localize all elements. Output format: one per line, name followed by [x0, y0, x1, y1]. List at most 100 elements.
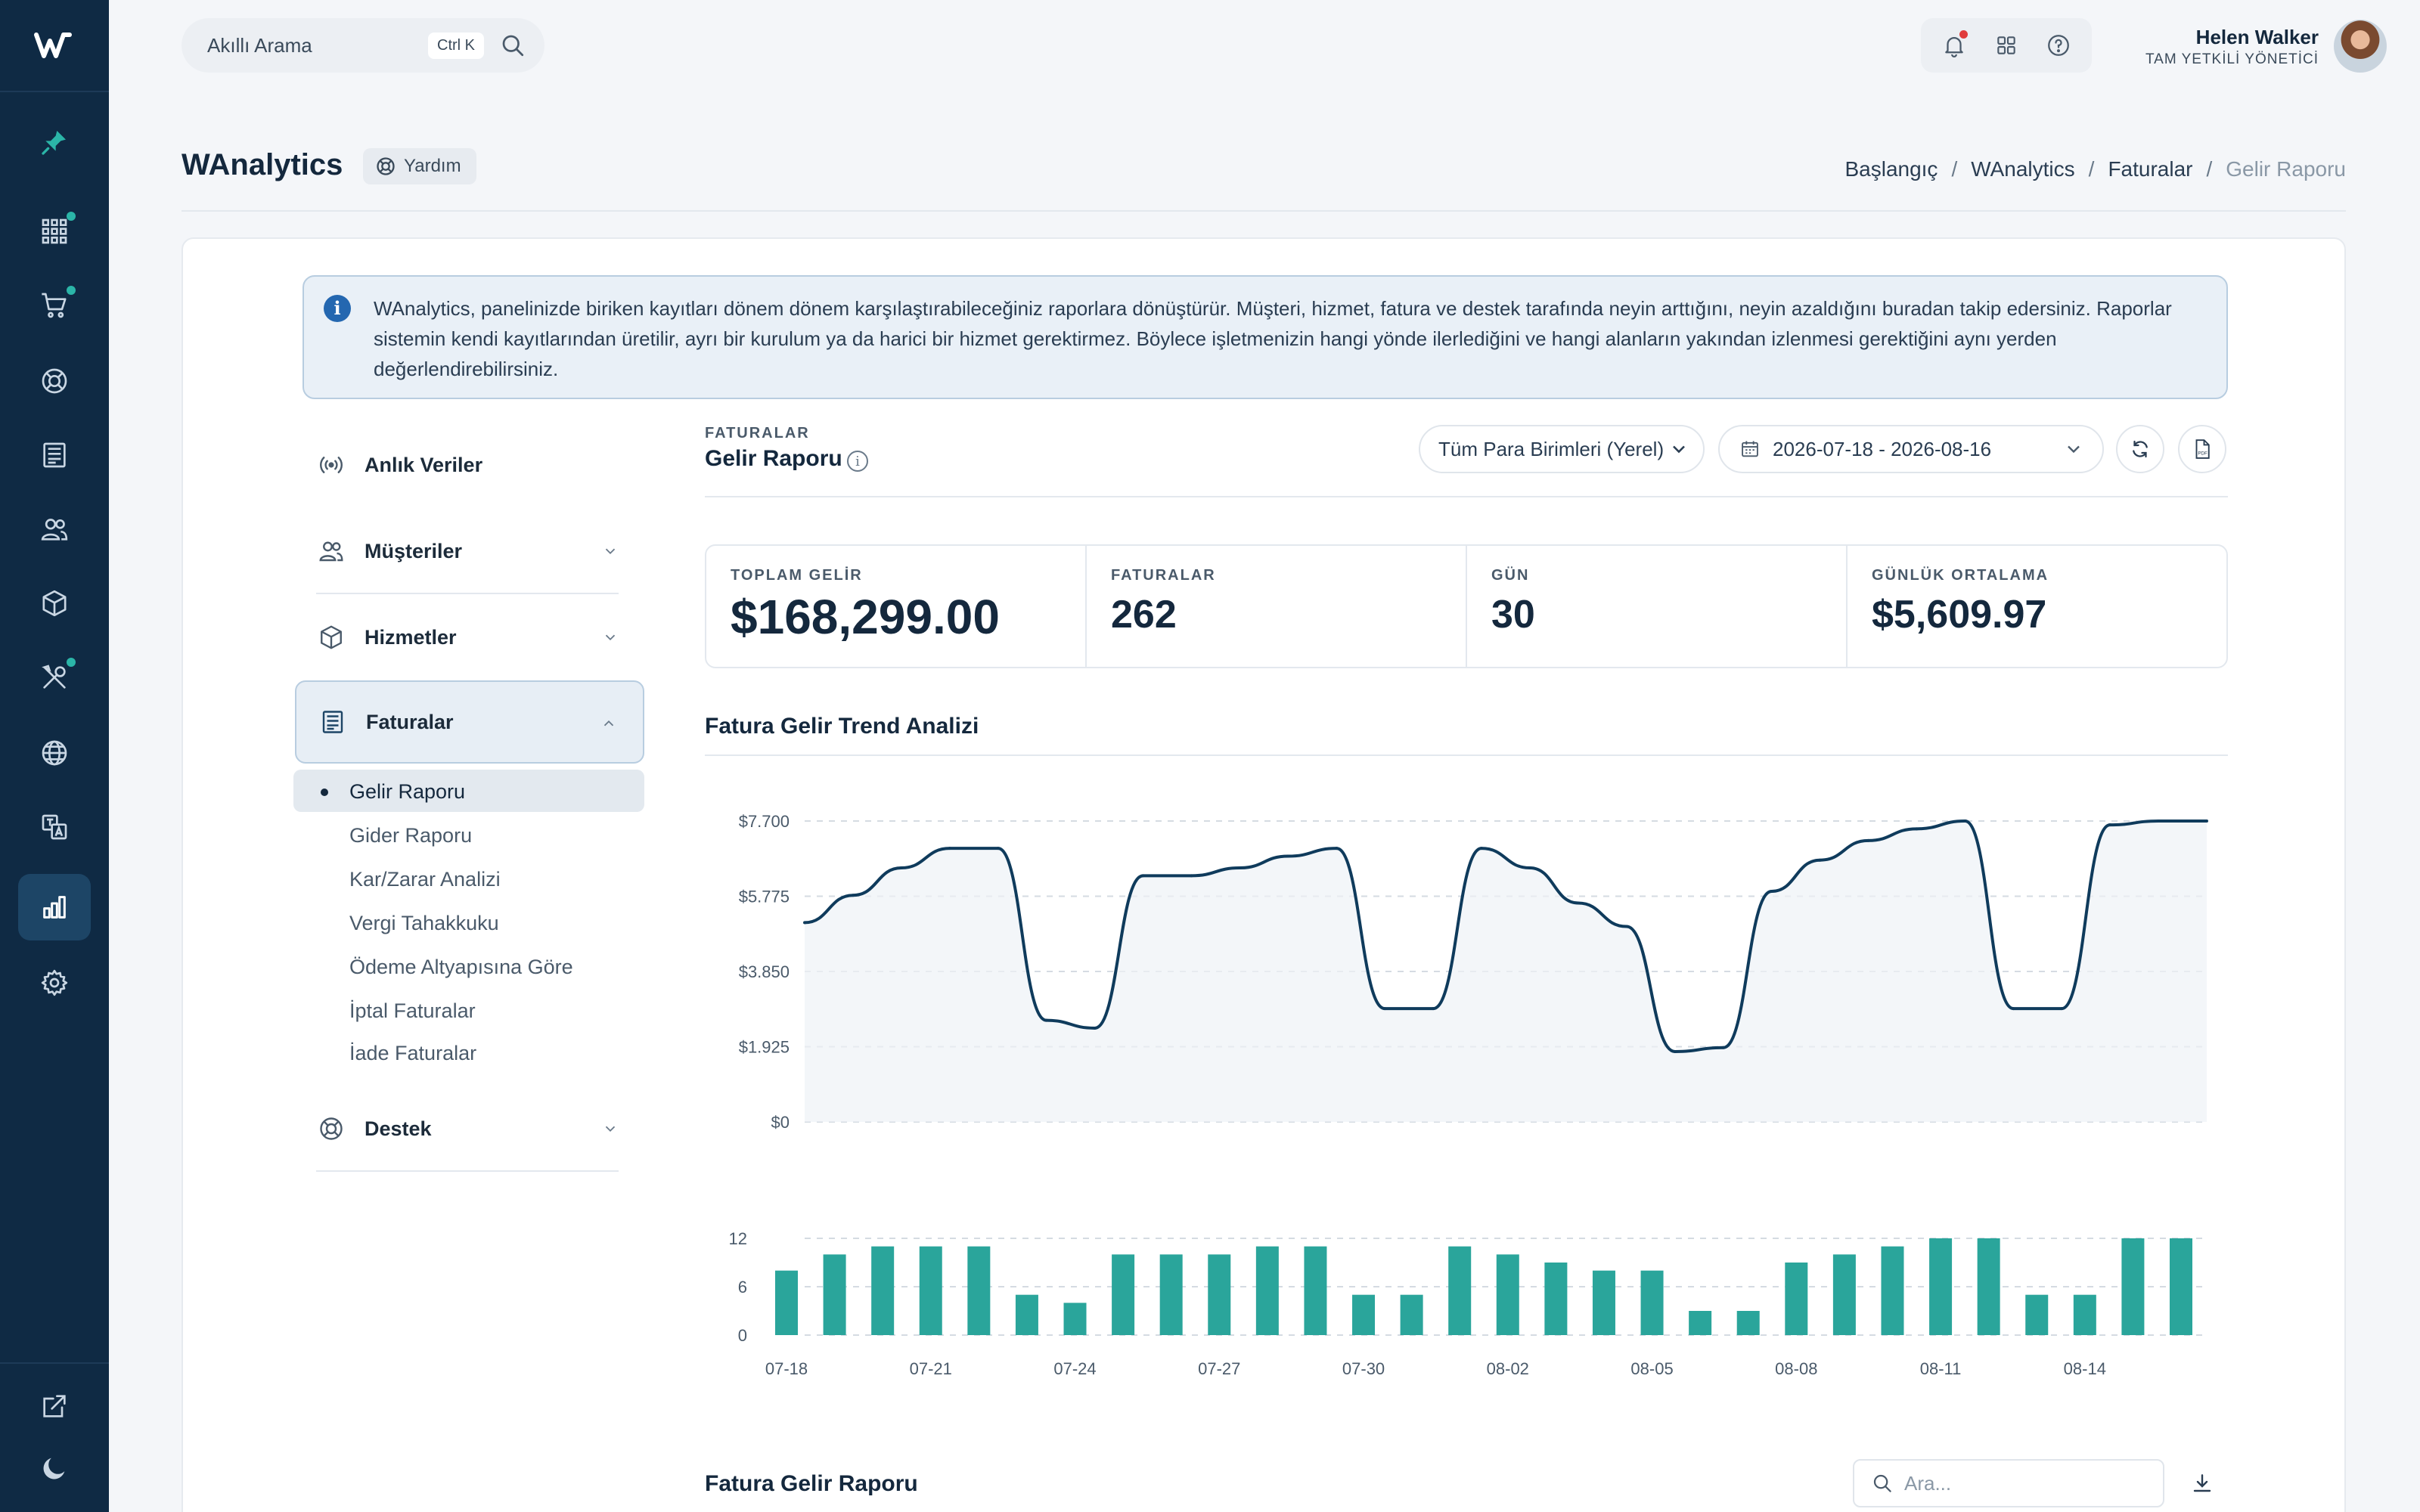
rail-tools-button[interactable] — [18, 644, 91, 711]
subnav-services[interactable]: Hizmetler — [295, 596, 644, 679]
info-banner: i WAnalytics, panelinizde biriken kayıtl… — [302, 275, 2228, 399]
broadcast-icon — [320, 457, 343, 473]
sub-item-refunded[interactable]: İade Faturalar — [349, 1042, 477, 1064]
x-tick-label: 08-05 — [1630, 1359, 1673, 1378]
rail-support-button[interactable] — [18, 348, 91, 414]
subnav-support[interactable]: Destek — [295, 1087, 644, 1170]
breadcrumb-separator: / — [2206, 157, 2213, 181]
bar-y-tick-label: 12 — [729, 1229, 747, 1248]
refresh-button[interactable] — [2116, 425, 2164, 473]
page-title: WAnalytics — [182, 148, 343, 181]
bar-y-tick-label: 0 — [738, 1326, 747, 1345]
sub-item-revenue-report[interactable]: Gelir Raporu — [349, 780, 466, 803]
users-icon — [41, 519, 68, 541]
app-logo[interactable] — [0, 0, 109, 92]
rail-grid-button[interactable] — [18, 198, 91, 265]
avatar[interactable] — [2334, 20, 2387, 73]
chevron-down-icon — [605, 634, 616, 641]
invoice-bar — [1977, 1238, 2000, 1335]
invoice-bar — [919, 1246, 942, 1335]
revenue-point — [2108, 823, 2112, 827]
x-tick-label: 08-14 — [2064, 1359, 2106, 1378]
revenue-point — [1044, 1018, 1048, 1022]
stat-label: TOPLAM GELİR — [731, 567, 863, 584]
revenue-point — [1286, 854, 1290, 858]
notifications-button[interactable] — [1939, 30, 1969, 60]
invoice-bar — [1881, 1246, 1904, 1335]
invoice-bar — [1689, 1311, 1712, 1335]
rail-settings-button[interactable] — [18, 950, 91, 1016]
chevron-down-icon — [605, 548, 616, 555]
x-tick-label: 07-27 — [1198, 1359, 1240, 1378]
subnav-invoices[interactable]: Faturalar — [295, 680, 644, 764]
date-range-value: 2026-07-18 - 2026-08-16 — [1773, 437, 1992, 460]
report-title: Gelir Raporu — [705, 446, 842, 471]
chevron-down-icon — [2068, 445, 2080, 454]
stat-label: GÜN — [1491, 567, 1530, 584]
pdf-label: PDF — [2198, 451, 2207, 457]
subnav-support-label: Destek — [365, 1117, 432, 1140]
rail-translate-button[interactable] — [18, 794, 91, 860]
invoice-bar — [1208, 1254, 1231, 1335]
chevron-up-icon — [603, 720, 614, 727]
rail-analytics-button[interactable] — [18, 874, 91, 940]
revenue-point — [2060, 1007, 2064, 1011]
stat-value: $168,299.00 — [731, 590, 1000, 644]
rail-invoices-button[interactable] — [18, 422, 91, 488]
invoice-bar — [1496, 1254, 1519, 1335]
help-chip-button[interactable]: Yardım — [363, 148, 476, 184]
lifebuoy-icon — [377, 157, 395, 175]
y-tick-label: $0 — [771, 1113, 790, 1132]
info-text: WAnalytics, panelinizde biriken kayıtlar… — [374, 297, 2172, 380]
rail-users-button[interactable] — [18, 496, 91, 562]
stat-label: GÜNLÜK ORTALAMA — [1872, 567, 2049, 584]
notification-dot — [67, 286, 76, 295]
header-divider — [182, 210, 2346, 212]
revenue-point — [1528, 866, 1531, 870]
x-tick-label: 08-11 — [1920, 1359, 1962, 1378]
export-pdf-button[interactable]: PDF — [2178, 425, 2226, 473]
stat-value: 30 — [1491, 593, 1535, 637]
rail-pin-button[interactable] — [18, 109, 91, 175]
date-range-picker[interactable]: 2026-07-18 - 2026-08-16 — [1718, 425, 2104, 473]
search-icon[interactable] — [499, 32, 526, 59]
rail-services-button[interactable] — [18, 570, 91, 637]
breadcrumb-home[interactable]: Başlangıç — [1844, 157, 1938, 181]
apps-button[interactable] — [1991, 30, 2021, 60]
smart-search-input[interactable]: Akıllı Arama Ctrl K — [182, 18, 544, 73]
sub-item-tax-accrual[interactable]: Vergi Tahakkuku — [349, 912, 499, 934]
sub-item-profit-loss[interactable]: Kar/Zarar Analizi — [349, 868, 501, 891]
calendar-icon — [1742, 441, 1758, 457]
info-icon[interactable]: i — [847, 451, 868, 472]
info-icon: i — [324, 295, 351, 322]
rail-domains-button[interactable] — [18, 720, 91, 786]
download-button[interactable] — [2187, 1468, 2217, 1498]
currency-select[interactable]: Tüm Para Birimleri (Yerel) — [1419, 425, 1705, 473]
sub-item-expense-report[interactable]: Gider Raporu — [349, 824, 473, 847]
revenue-point — [1238, 866, 1242, 870]
breadcrumb-wanalytics[interactable]: WAnalytics — [1971, 157, 2075, 181]
subnav-services-label: Hizmetler — [365, 625, 457, 649]
help-button[interactable] — [2043, 30, 2074, 60]
rail-external-button[interactable] — [18, 1373, 91, 1439]
stat-value: 262 — [1111, 593, 1177, 637]
external-link-icon — [43, 1395, 66, 1418]
rail-theme-button[interactable] — [18, 1435, 91, 1501]
sub-item-cancelled[interactable]: İptal Faturalar — [349, 999, 476, 1022]
revenue-point — [1915, 827, 1919, 831]
revenue-point — [2012, 1007, 2015, 1011]
subnav-customers[interactable]: Müşteriler — [295, 510, 644, 593]
revenue-point — [948, 847, 951, 850]
subnav-live-data[interactable]: Anlık Veriler — [295, 423, 644, 507]
revenue-point — [1480, 847, 1484, 850]
subnav-divider — [316, 1170, 619, 1172]
table-search-input[interactable]: Ara... — [1853, 1459, 2164, 1507]
revenue-series-line — [804, 819, 2207, 1053]
invoice-bar — [2025, 1294, 2049, 1335]
sub-item-by-gateway[interactable]: Ödeme Altyapısına Göre — [349, 956, 573, 978]
rail-cart-button[interactable] — [18, 272, 91, 339]
pin-icon — [42, 131, 66, 155]
user-name[interactable]: Helen Walker — [2195, 26, 2319, 48]
breadcrumb-invoices[interactable]: Faturalar — [2108, 157, 2193, 181]
invoice-bar — [1352, 1294, 1376, 1335]
